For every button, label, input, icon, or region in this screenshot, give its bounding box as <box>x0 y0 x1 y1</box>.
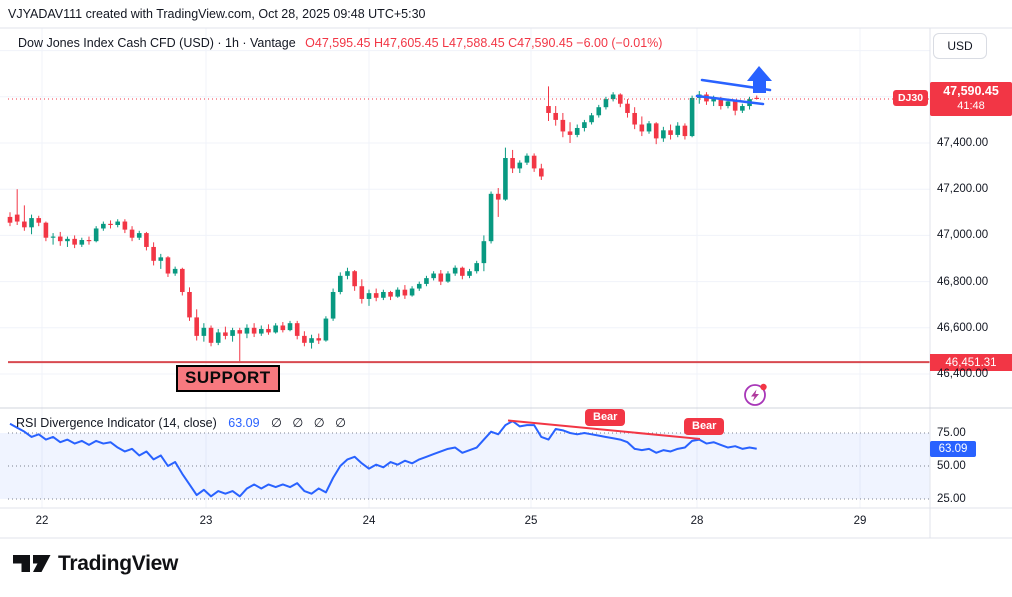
currency-toggle-button[interactable]: USD <box>933 33 987 59</box>
price-tick-label: 47,000.00 <box>937 229 989 242</box>
symbol-legend[interactable]: Dow Jones Index Cash CFD (USD) · 1h · Va… <box>18 36 662 50</box>
price-tick-label: 46,400.00 <box>937 368 989 380</box>
bear-divergence-badge-2: Bear <box>684 418 725 435</box>
symbol-name-badge: DJ30 <box>893 90 928 106</box>
candlestick-series <box>7 86 760 362</box>
ohlc-low: L47,588.45 <box>442 36 505 50</box>
price-tick-label: 47,400.00 <box>937 137 989 149</box>
notification-dot <box>760 383 767 391</box>
rsi-tick-label: 25.00 <box>937 493 966 505</box>
flash-icon[interactable] <box>741 380 771 410</box>
rsi-tick-label: 50.00 <box>937 460 966 472</box>
up-arrow-icon[interactable] <box>747 66 772 93</box>
rsi-line-plot <box>9 420 757 498</box>
rsi-value-badge: 63.09 <box>930 441 976 457</box>
bar-countdown: 41:48 <box>957 100 985 112</box>
bear-divergence-badge-1: Bear <box>585 409 626 426</box>
ohlc-high: H47,605.45 <box>373 36 439 50</box>
pane-borders <box>0 27 1012 539</box>
rsi-empty-values: ∅ ∅ ∅ ∅ <box>271 416 347 430</box>
time-tick-label: 25 <box>524 515 538 527</box>
rsi-indicator-legend[interactable]: RSI Divergence Indicator (14, close) 63.… <box>16 415 346 430</box>
tradingview-logo[interactable]: TradingView <box>12 551 178 577</box>
ohlc-close: C47,590.45 <box>508 36 573 50</box>
lightning-bolt-icon <box>751 389 759 402</box>
support-price-badge: 46,451.31 <box>930 354 1012 371</box>
chart-credit: VJYADAV111 created with TradingView.com,… <box>8 7 426 21</box>
ohlc-change: −6.00 (−0.01%) <box>576 36 663 50</box>
time-tick-label: 28 <box>690 515 704 527</box>
symbol-title[interactable]: Dow Jones Index Cash CFD (USD) · 1h · Va… <box>18 36 296 50</box>
rsi-band <box>0 432 930 500</box>
tradingview-logo-icon <box>13 555 51 572</box>
price-tick-label: 47,200.00 <box>937 183 989 196</box>
rsi-title[interactable]: RSI Divergence Indicator (14, close) <box>16 416 217 430</box>
time-tick-label: 29 <box>853 515 867 527</box>
tradingview-logo-text: TradingView <box>58 552 179 575</box>
symbol-price-badge: 47,590.45 41:48 <box>930 82 1012 116</box>
time-tick-label: 22 <box>35 515 49 527</box>
time-tick-label: 24 <box>362 515 376 527</box>
time-tick-label: 23 <box>199 515 213 527</box>
bearish-divergence-line <box>507 419 701 440</box>
rsi-tick-label: 75.00 <box>937 427 966 439</box>
price-tick-label: 46,800.00 <box>937 275 989 288</box>
ohlc-open: O47,595.45 <box>305 36 371 50</box>
rsi-value: 63.09 <box>228 416 260 430</box>
grid-lines <box>0 28 930 508</box>
price-tick-label: 46,600.00 <box>937 321 989 334</box>
last-price: 47,590.45 <box>943 84 999 98</box>
support-drawing-label[interactable]: SUPPORT <box>176 365 280 392</box>
